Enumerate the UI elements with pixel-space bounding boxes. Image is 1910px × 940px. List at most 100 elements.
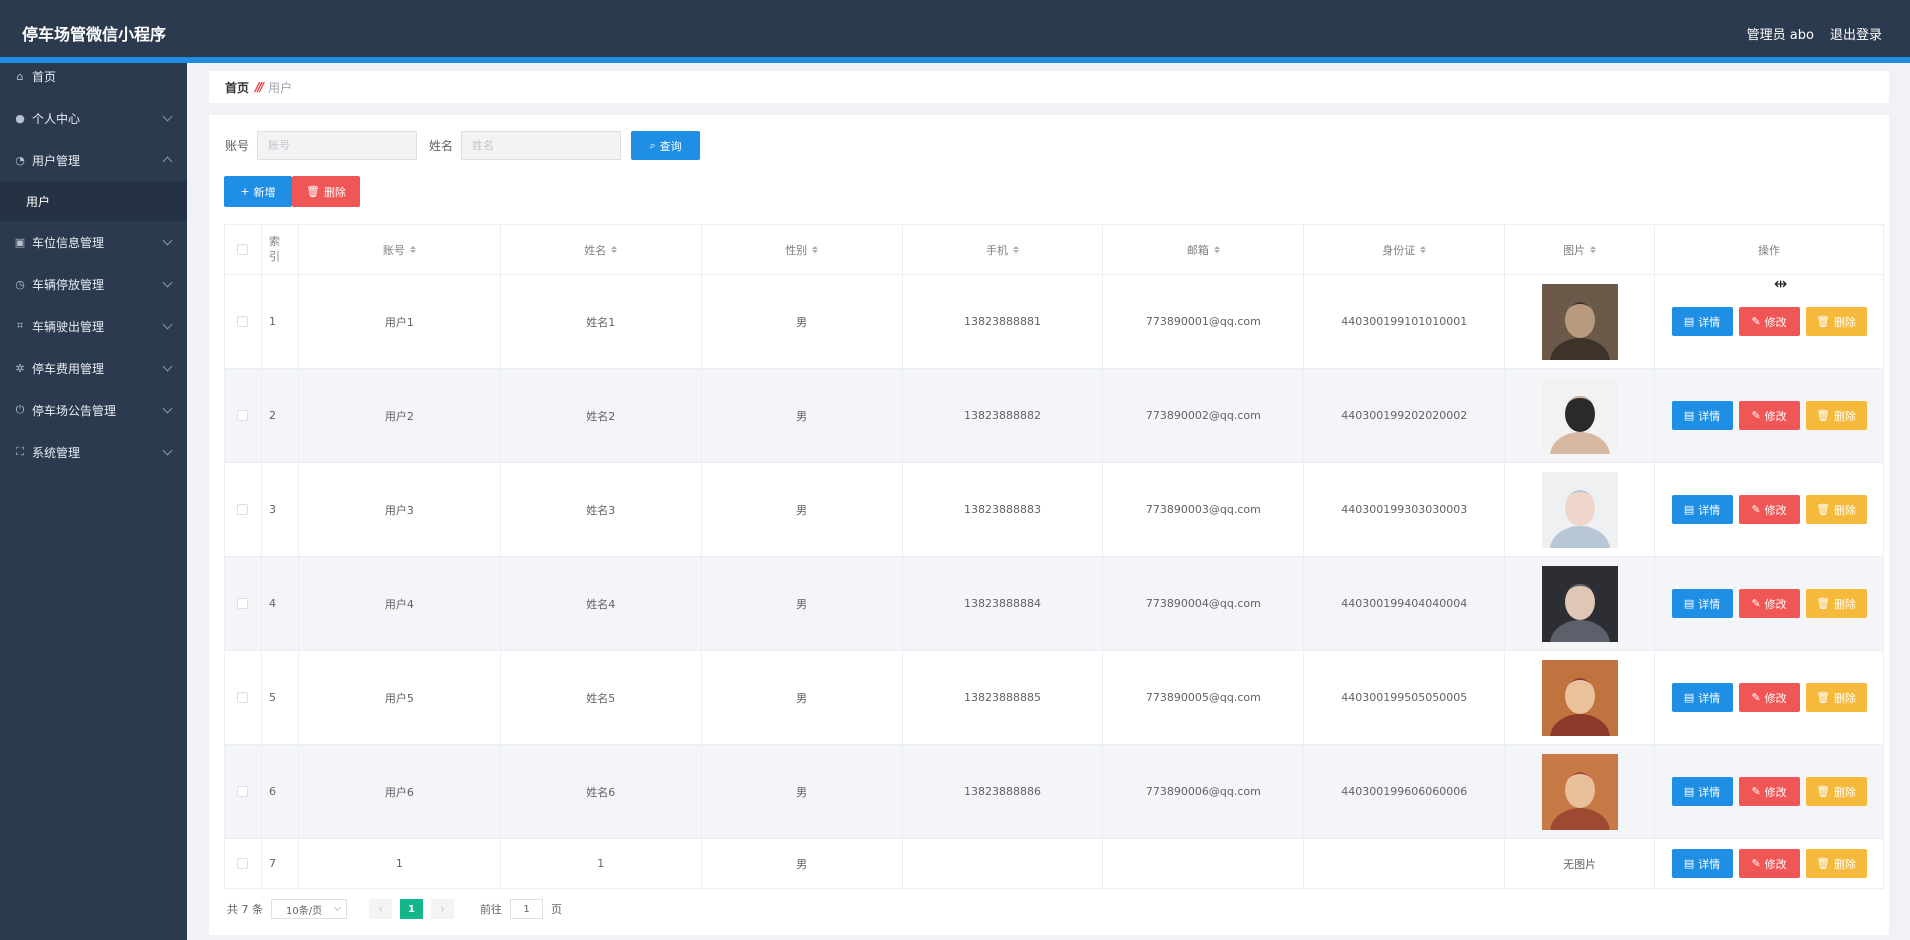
delete-button[interactable]: 🗑 删除 [1805, 589, 1867, 618]
user-avatar-image[interactable] [1541, 471, 1618, 548]
account-search-input[interactable] [257, 131, 418, 160]
edit-button[interactable]: ✎ 修改 [1738, 401, 1800, 430]
delete-button[interactable]: 🗑 删除 [1805, 307, 1867, 336]
row-select-cell [225, 463, 262, 556]
name-search-input[interactable] [461, 131, 622, 160]
cell-account: 用户1 [299, 275, 501, 368]
column-header-photo[interactable]: 图片 [1505, 225, 1656, 274]
breadcrumb-separator-icon: /// [255, 80, 264, 94]
edit-icon: ✎ [1751, 409, 1761, 422]
row-checkbox[interactable] [237, 858, 249, 869]
edit-button[interactable]: ✎ 修改 [1738, 777, 1800, 806]
batch-delete-label: 删除 [323, 185, 346, 199]
edit-button[interactable]: ✎ 修改 [1738, 307, 1800, 336]
document-icon: ▤ [1683, 857, 1695, 870]
cell-name: 姓名6 [501, 745, 702, 838]
delete-button[interactable]: 🗑 删除 [1805, 849, 1867, 878]
add-button[interactable]: + 新增 [224, 176, 292, 207]
row-checkbox[interactable] [237, 504, 249, 515]
detail-button[interactable]: ▤ 详情 [1671, 401, 1733, 430]
cell-index: 5 [262, 651, 299, 744]
sidebar-item-parking-records[interactable]: ◷ 车辆停放管理 [0, 263, 187, 305]
table-row: 5 用户5 姓名5 男 13823888885 773890005@qq.com 44030… [225, 651, 1884, 745]
edit-icon: ✎ [1751, 857, 1761, 870]
user-avatar-image[interactable] [1541, 283, 1618, 360]
edit-icon: ✎ [1751, 503, 1761, 516]
row-checkbox[interactable] [237, 410, 249, 421]
chevron-down-icon [162, 235, 173, 246]
row-checkbox[interactable] [237, 692, 249, 703]
detail-button[interactable]: ▤ 详情 [1671, 683, 1733, 712]
edit-button-label: 修改 [1764, 597, 1787, 611]
user-avatar-image[interactable] [1541, 659, 1618, 736]
column-header-idcard[interactable]: 身份证 [1304, 225, 1506, 274]
edit-icon: ✎ [1751, 785, 1761, 798]
detail-button[interactable]: ▤ 详情 [1671, 589, 1733, 618]
user-avatar-image[interactable] [1541, 377, 1618, 454]
sidebar-item-system[interactable]: ⛶ 系统管理 [0, 431, 187, 473]
document-icon: ▤ [1683, 503, 1695, 516]
cell-index: 3 [262, 463, 299, 556]
next-page-button[interactable]: › [431, 899, 454, 919]
sidebar-item-label: 车辆驶出管理 [32, 319, 105, 334]
sidebar-item-parking-space[interactable]: ▣ 车位信息管理 [0, 221, 187, 263]
page-size-select[interactable]: 10条/页 [271, 899, 347, 919]
detail-button[interactable]: ▤ 详情 [1671, 307, 1733, 336]
query-button[interactable]: ⌕ 查询 [631, 131, 701, 160]
page-number-current[interactable]: 1 [400, 899, 423, 919]
cell-account: 用户5 [299, 651, 501, 744]
breadcrumb: 首页 /// 用户 [209, 71, 1889, 103]
prev-page-button[interactable]: ‹ [369, 899, 392, 919]
top-right-menu: 管理员 abo 退出登录 [1747, 24, 1882, 43]
user-table: 索引 账号 姓名 性别 手机 邮箱 身份证 图片 操作 1 用户1 姓名1 男 1382… [224, 224, 1884, 889]
detail-button[interactable]: ▤ 详情 [1671, 777, 1733, 806]
admin-user-label[interactable]: 管理员 abo [1746, 28, 1814, 43]
sidebar-item-profile[interactable]: ● 个人中心 [0, 97, 187, 139]
edit-button[interactable]: ✎ 修改 [1738, 495, 1800, 524]
sidebar-item-vehicle-exit[interactable]: ⌗ 车辆驶出管理 [0, 305, 187, 347]
sidebar-item-parking-fees[interactable]: ✲ 停车费用管理 [0, 347, 187, 389]
row-checkbox[interactable] [237, 316, 249, 327]
edit-button[interactable]: ✎ 修改 [1738, 683, 1800, 712]
column-header-email[interactable]: 邮箱 [1103, 225, 1305, 274]
delete-button[interactable]: 🗑 删除 [1805, 683, 1867, 712]
row-checkbox[interactable] [237, 598, 249, 609]
logout-link[interactable]: 退出登录 [1829, 28, 1882, 43]
detail-button-label: 详情 [1698, 597, 1721, 611]
delete-button[interactable]: 🗑 删除 [1805, 495, 1867, 524]
breadcrumb-home[interactable]: 首页 [225, 80, 250, 95]
cell-photo [1505, 651, 1656, 744]
edit-button[interactable]: ✎ 修改 [1738, 849, 1800, 878]
page-size-value: 10条/页 [286, 905, 323, 917]
delete-button[interactable]: 🗑 删除 [1805, 401, 1867, 430]
sidebar-item-user-management[interactable]: ◔ 用户管理 [0, 139, 187, 181]
breadcrumb-current: 用户 [268, 80, 293, 95]
user-avatar-image[interactable] [1541, 565, 1618, 642]
sidebar-item-home[interactable]: ⌂ 首页 [0, 55, 187, 97]
content-panel: 账号 姓名 ⌕ 查询 + 新增 🗑 删除 索引 账号 [209, 115, 1889, 935]
sidebar-subitem-users[interactable]: 用户 [0, 181, 187, 221]
column-header-account[interactable]: 账号 [299, 225, 501, 274]
cell-gender: 男 [702, 651, 903, 744]
select-all-checkbox[interactable] [237, 244, 249, 255]
column-header-gender[interactable]: 性别 [702, 225, 903, 274]
cell-phone [903, 839, 1104, 888]
cell-email: 773890006@qq.com [1103, 745, 1305, 838]
user-avatar-image[interactable] [1541, 753, 1618, 830]
sidebar-item-announcements[interactable]: ⏻ 停车场公告管理 [0, 389, 187, 431]
cell-name: 姓名5 [501, 651, 702, 744]
cell-photo [1505, 463, 1656, 556]
edit-button[interactable]: ✎ 修改 [1738, 589, 1800, 618]
column-header-name[interactable]: 姓名 [501, 225, 702, 274]
row-checkbox[interactable] [237, 786, 249, 797]
sidebar-item-label: 个人中心 [32, 111, 81, 126]
batch-delete-button[interactable]: 🗑 删除 [292, 176, 360, 207]
main-content: 首页 /// 用户 账号 姓名 ⌕ 查询 + 新增 🗑 删除 [187, 63, 1910, 940]
delete-button-label: 删除 [1834, 597, 1857, 611]
cell-idcard: 440300199404040004 [1304, 557, 1506, 650]
goto-page-input[interactable]: 1 [510, 899, 543, 919]
detail-button[interactable]: ▤ 详情 [1671, 495, 1733, 524]
delete-button[interactable]: 🗑 删除 [1805, 777, 1867, 806]
column-header-phone[interactable]: 手机 [903, 225, 1104, 274]
detail-button[interactable]: ▤ 详情 [1671, 849, 1733, 878]
